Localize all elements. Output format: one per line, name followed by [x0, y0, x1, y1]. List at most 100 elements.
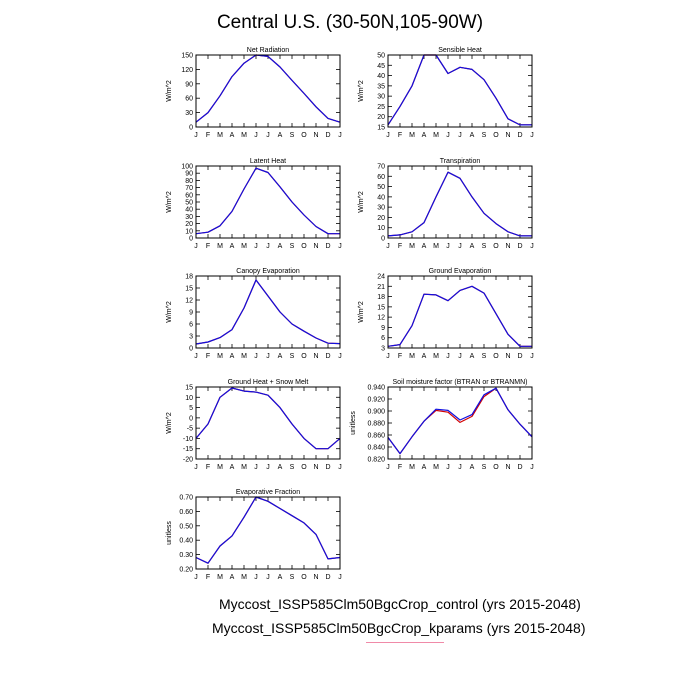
y-tick-label: 35: [377, 83, 385, 90]
x-tick-label: J: [446, 464, 450, 471]
x-tick-label: J: [254, 243, 258, 250]
y-tick-label: 0.60: [179, 509, 193, 516]
y-tick-label: 30: [377, 94, 385, 101]
x-tick-label: D: [517, 353, 522, 360]
x-tick-label: M: [217, 132, 223, 139]
y-axis-label: unitless: [350, 411, 357, 435]
x-tick-label: J: [386, 353, 390, 360]
y-tick-label: 20: [377, 215, 385, 222]
x-tick-label: O: [301, 574, 307, 581]
x-tick-label: S: [290, 132, 295, 139]
series-line: [195, 387, 341, 450]
y-axis-label: W/m^2: [166, 301, 173, 323]
y-tick-label: 0: [189, 125, 193, 132]
y-tick-label: 30: [377, 205, 385, 212]
x-tick-label: N: [505, 464, 510, 471]
x-tick-label: J: [254, 464, 258, 471]
x-tick-label: O: [493, 353, 499, 360]
x-tick-label: M: [217, 353, 223, 360]
x-tick-label: A: [230, 243, 235, 250]
plot-frame: [195, 54, 341, 128]
x-tick-label: A: [278, 574, 283, 581]
chart-svg: Evaporative Fraction unitless 0.20 0.30 0.40…: [166, 489, 342, 581]
x-tick-label: D: [517, 243, 522, 250]
x-tick-label: O: [493, 464, 499, 471]
x-tick-label: J: [254, 574, 258, 581]
y-tick-label: 70: [185, 185, 193, 192]
series-line: [195, 167, 340, 235]
y-tick-label: 21: [377, 284, 385, 291]
x-tick-label: J: [458, 464, 462, 471]
chart-title: Canopy Evaporation: [236, 268, 300, 275]
y-tick-label: 80: [185, 178, 193, 185]
y-tick-label: 90: [185, 81, 193, 88]
y-tick-label: 45: [377, 63, 385, 70]
x-tick-label: A: [422, 464, 427, 471]
chart-title: Ground Heat + Snow Melt: [228, 379, 309, 386]
series-line: [195, 279, 341, 345]
series-line: [387, 171, 532, 237]
x-tick-label: O: [301, 132, 307, 139]
y-tick-label: 20: [377, 114, 385, 121]
y-axis-label: W/m^2: [358, 301, 365, 323]
x-tick-label: A: [422, 132, 427, 139]
x-tick-label: A: [422, 243, 427, 250]
y-tick-label: 0: [189, 346, 193, 353]
x-tick-label: F: [398, 464, 402, 471]
x-tick-label: J: [338, 353, 342, 360]
x-tick-label: M: [217, 574, 223, 581]
series-line: [195, 167, 340, 235]
x-tick-label: N: [505, 243, 510, 250]
x-tick-label: J: [254, 353, 258, 360]
x-tick-label: O: [493, 243, 499, 250]
x-tick-label: J: [458, 353, 462, 360]
x-tick-label: N: [313, 243, 318, 250]
x-tick-label: D: [325, 353, 330, 360]
chart-panel: Evaporative Fraction unitless 0.20 0.30 0.40…: [156, 485, 348, 592]
y-axis-label: W/m^2: [358, 80, 365, 102]
x-tick-label: J: [446, 353, 450, 360]
x-tick-label: S: [290, 464, 295, 471]
x-tick-label: M: [241, 464, 247, 471]
x-tick-label: N: [313, 132, 318, 139]
series-line: [387, 171, 532, 237]
y-tick-label: 12: [185, 298, 193, 305]
y-tick-label: 120: [181, 67, 193, 74]
series-line: [387, 54, 532, 126]
x-tick-label: J: [266, 243, 270, 250]
x-tick-label: J: [194, 574, 198, 581]
x-tick-label: J: [194, 132, 198, 139]
y-tick-label: 0.880: [367, 421, 385, 428]
x-tick-label: M: [433, 132, 439, 139]
y-tick-label: 0.860: [367, 433, 385, 440]
y-tick-label: 0: [189, 236, 193, 243]
series-line: [387, 387, 533, 455]
x-tick-label: M: [433, 353, 439, 360]
x-tick-label: F: [206, 132, 210, 139]
x-tick-label: S: [482, 243, 487, 250]
x-tick-label: J: [266, 464, 270, 471]
y-tick-label: 0.20: [179, 567, 193, 574]
y-tick-label: 0.940: [367, 385, 385, 392]
x-tick-label: J: [254, 132, 258, 139]
y-tick-label: 0.900: [367, 409, 385, 416]
y-tick-label: 18: [185, 274, 193, 281]
x-tick-label: F: [206, 353, 210, 360]
x-tick-label: M: [409, 132, 415, 139]
x-tick-label: J: [530, 132, 534, 139]
plot-frame: [195, 165, 341, 239]
chart-panel: Latent Heat W/m^2 0 10 20 30 40 50 60 70 80 90 100 J F…: [156, 154, 348, 261]
chart-panel: Soil moisture factor (BTRAN or BTRANMN) u…: [348, 375, 540, 482]
plot-frame: [195, 275, 341, 349]
plot-frame: [195, 386, 341, 460]
x-tick-label: D: [325, 574, 330, 581]
y-tick-label: 20: [185, 221, 193, 228]
x-tick-label: M: [241, 243, 247, 250]
chart-title: Latent Heat: [250, 158, 286, 165]
y-tick-label: 10: [185, 228, 193, 235]
y-tick-label: 15: [185, 286, 193, 293]
x-tick-label: J: [266, 353, 270, 360]
